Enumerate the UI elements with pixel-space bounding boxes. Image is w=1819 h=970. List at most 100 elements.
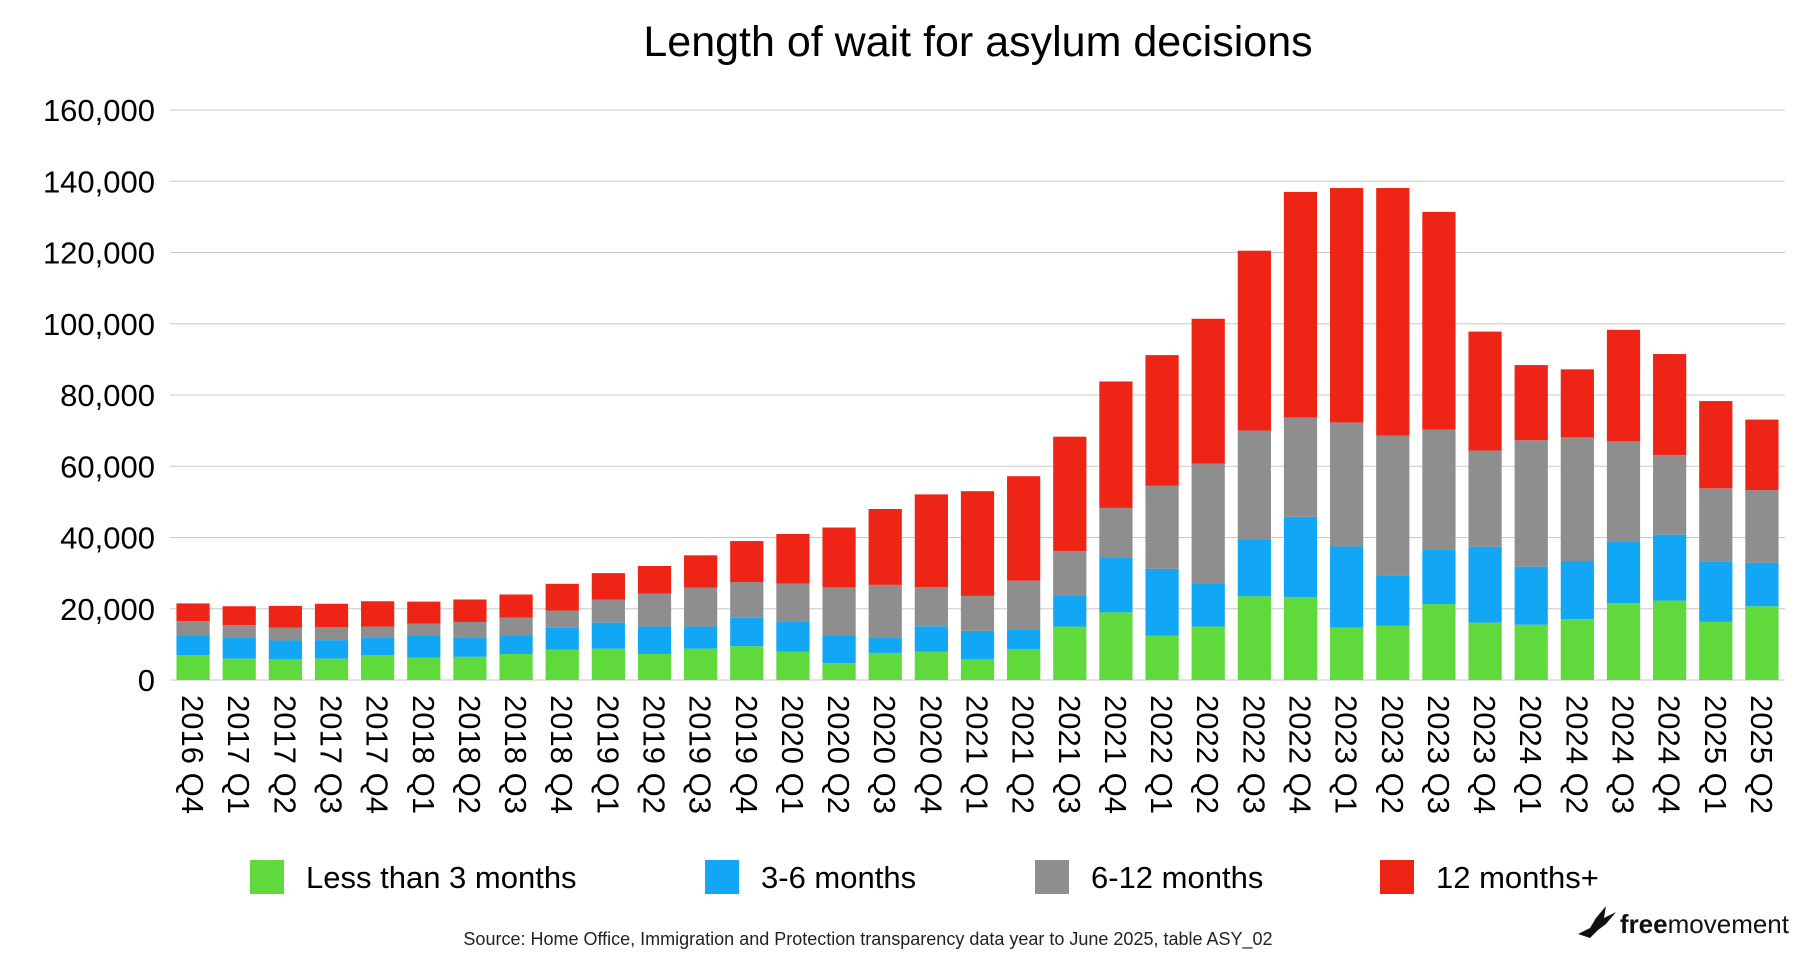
bar-segment <box>1468 450 1502 547</box>
bar-segment <box>499 653 533 680</box>
bar-segment <box>361 655 395 680</box>
bar-segment <box>1191 463 1225 584</box>
bar-segment <box>314 603 349 628</box>
bar-segment <box>453 656 487 680</box>
bar-segment <box>407 601 441 624</box>
x-tick-label: 2018 Q3 <box>498 695 533 814</box>
bar-segment <box>1053 551 1087 596</box>
bar-segment <box>268 605 302 628</box>
legend-item: Less than 3 months <box>250 860 577 895</box>
bars <box>176 188 1779 680</box>
bar-segment <box>1145 568 1179 636</box>
x-tick-label: 2023 Q3 <box>1421 695 1456 814</box>
bar-segment <box>1053 626 1087 680</box>
bar-segment <box>1283 191 1318 418</box>
bar-segment <box>960 659 995 680</box>
legend-swatch <box>705 860 739 894</box>
bar-segment <box>222 625 256 638</box>
bar-segment <box>499 594 533 618</box>
x-tick-label: 2019 Q4 <box>729 695 764 814</box>
y-tick-label: 100,000 <box>43 307 155 342</box>
logo-text-free: free <box>1619 908 1668 939</box>
bar-segment <box>1376 188 1410 436</box>
bar-segment <box>1745 606 1779 680</box>
y-tick-label: 140,000 <box>43 164 155 199</box>
legend-item: 3-6 months <box>705 860 916 895</box>
bar-segment <box>176 635 210 656</box>
y-tick-label: 20,000 <box>60 592 155 627</box>
bar-segment <box>684 626 718 649</box>
freemovement-logo: freemovement <box>1576 904 1789 944</box>
x-tick-label: 2018 Q2 <box>452 695 487 814</box>
source-note: Source: Home Office, Immigration and Pro… <box>463 929 1272 950</box>
bar-segment <box>314 627 349 641</box>
bar-segment <box>684 648 718 680</box>
x-axis-ticks: 2016 Q4 2017 Q1 2017 Q2 2017 Q3 2017 Q4 2018 … <box>175 695 1779 814</box>
x-tick-label: 2025 Q2 <box>1744 695 1779 814</box>
bar-segment <box>1745 490 1779 563</box>
legend-item: 12 months+ <box>1380 860 1599 895</box>
bar-segment <box>268 659 302 680</box>
bar-segment <box>868 509 902 585</box>
bar-segment <box>684 555 718 588</box>
bar-segment <box>822 635 856 664</box>
bar-segment <box>822 587 856 636</box>
bar-segment <box>1560 369 1594 438</box>
bar-segment <box>407 657 441 680</box>
bar-segment <box>222 606 256 626</box>
bar-segment <box>1422 211 1456 430</box>
bar-segment <box>176 621 210 636</box>
bar-segment <box>1653 354 1687 456</box>
bar-segment <box>591 573 625 600</box>
bar-segment <box>1053 436 1087 552</box>
x-tick-label: 2022 Q3 <box>1236 695 1271 814</box>
bar-segment <box>1653 534 1687 601</box>
y-tick-label: 80,000 <box>60 378 155 413</box>
bar-segment <box>268 627 302 641</box>
bar-segment <box>591 599 625 623</box>
bar-segment <box>1330 627 1364 680</box>
bar-segment <box>1699 561 1733 622</box>
logo-text-movement: movement <box>1667 908 1789 939</box>
bar-segment <box>776 583 810 622</box>
bar-segment <box>1422 549 1456 605</box>
x-tick-label: 2024 Q4 <box>1652 695 1687 814</box>
bar-segment <box>1606 603 1641 680</box>
bar-segment <box>637 593 672 627</box>
bar-segment <box>637 653 672 680</box>
bar-segment <box>776 533 810 584</box>
bar-segment <box>1514 365 1548 441</box>
bar-segment <box>1191 626 1225 680</box>
bar-segment <box>545 610 579 628</box>
bar-segment <box>222 658 256 680</box>
x-tick-label: 2016 Q4 <box>175 695 210 814</box>
bar-segment <box>1330 546 1364 628</box>
bar-segment <box>1007 476 1041 581</box>
bar-segment <box>1514 624 1548 680</box>
bar-segment <box>1745 562 1779 607</box>
x-tick-label: 2024 Q1 <box>1513 695 1548 814</box>
x-tick-label: 2025 Q1 <box>1698 695 1733 814</box>
bar-segment <box>591 648 625 680</box>
legend: Less than 3 months 3-6 months 6-12 months 1… <box>250 860 1599 895</box>
bar-segment <box>1699 488 1733 562</box>
bar-segment <box>1745 419 1779 491</box>
x-tick-label: 2017 Q4 <box>360 695 395 814</box>
bar-segment <box>1514 566 1548 625</box>
x-tick-label: 2024 Q2 <box>1559 695 1594 814</box>
bar-segment <box>545 649 579 680</box>
y-tick-label: 120,000 <box>43 236 155 271</box>
bar-segment <box>914 494 948 588</box>
logo-text: freemovement <box>1620 909 1789 940</box>
x-tick-label: 2021 Q2 <box>1006 695 1041 814</box>
bar-segment <box>1376 575 1410 626</box>
x-tick-label: 2019 Q3 <box>683 695 718 814</box>
x-tick-label: 2022 Q4 <box>1283 695 1318 814</box>
y-tick-label: 40,000 <box>60 521 155 556</box>
bar-segment <box>1007 649 1041 680</box>
bar-segment <box>1099 557 1133 613</box>
bar-segment <box>1099 507 1133 558</box>
bar-segment <box>1191 583 1225 627</box>
bar-segment <box>730 646 764 680</box>
bar-segment <box>361 637 395 656</box>
